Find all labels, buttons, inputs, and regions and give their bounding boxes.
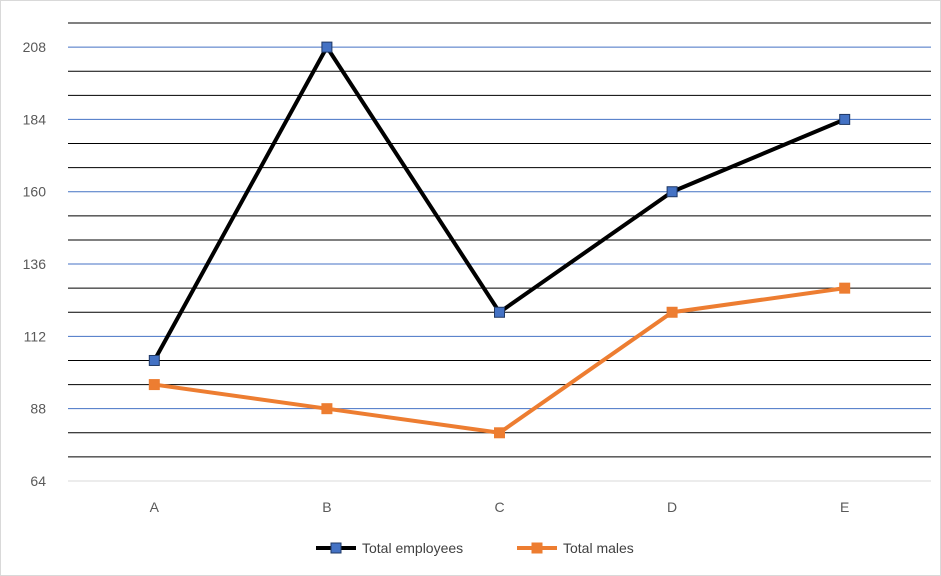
data-point-marker bbox=[148, 379, 160, 391]
x-tick-label: A bbox=[150, 499, 160, 515]
legend-swatch-marker bbox=[531, 542, 543, 554]
x-axis-ticks: A B C D E bbox=[150, 499, 850, 515]
x-tick-label: D bbox=[667, 499, 677, 515]
data-point-marker bbox=[148, 354, 160, 366]
data-point-marker bbox=[321, 403, 333, 415]
y-tick-label: 208 bbox=[23, 39, 47, 55]
data-point-marker bbox=[494, 306, 505, 318]
x-tick-label: E bbox=[840, 499, 849, 515]
series-markers bbox=[148, 41, 851, 439]
y-tick-label: 64 bbox=[30, 473, 46, 489]
y-axis-ticks: 64 88 112 136 160 184 208 bbox=[23, 39, 47, 489]
data-point-marker bbox=[839, 282, 851, 294]
data-point-marker bbox=[321, 41, 333, 53]
x-tick-label: C bbox=[494, 499, 504, 515]
x-tick-label: B bbox=[322, 499, 331, 515]
legend-label: Total employees bbox=[362, 540, 463, 556]
data-point-marker bbox=[666, 186, 678, 198]
y-tick-label: 160 bbox=[23, 184, 47, 200]
legend-label: Total males bbox=[563, 540, 634, 556]
gridlines bbox=[68, 22, 931, 482]
y-tick-label: 88 bbox=[30, 401, 46, 417]
data-point-marker bbox=[494, 427, 505, 439]
data-point-marker bbox=[839, 113, 851, 125]
y-tick-label: 136 bbox=[23, 256, 47, 272]
data-point-marker bbox=[666, 306, 678, 318]
legend-swatch-marker bbox=[330, 542, 342, 554]
y-tick-label: 112 bbox=[24, 328, 47, 344]
y-tick-label: 184 bbox=[23, 111, 47, 127]
legend: Total employees Total males bbox=[316, 540, 634, 556]
